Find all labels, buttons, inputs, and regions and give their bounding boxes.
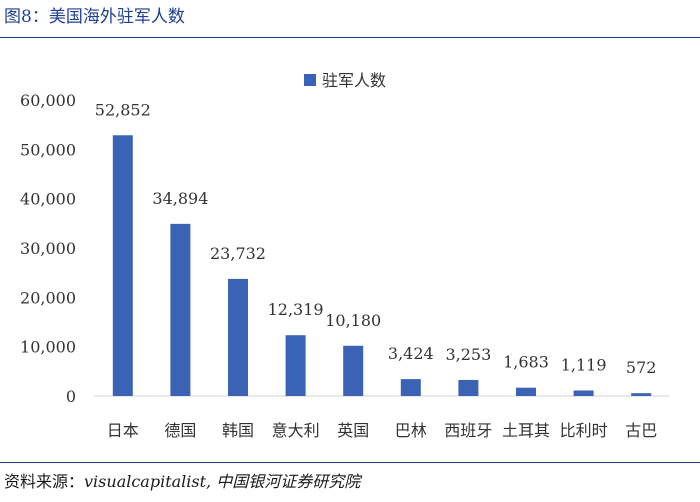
y-tick-label: 50,000 [20,140,76,159]
x-tick-label: 土耳其 [502,421,550,440]
x-tick-label: 比利时 [560,421,608,440]
legend-swatch [304,74,316,86]
bar [631,393,652,396]
x-tick-label: 德国 [164,421,196,440]
bar [170,223,191,396]
x-axis: 日本 德国 韩国 意大利 英国 巴林 西班牙 土耳其 比利时 古巴 [107,421,657,440]
figure-title: 图8：美国海外驻军人数 [4,7,185,27]
data-label: 23,732 [210,244,266,263]
data-label: 3,424 [388,344,434,363]
x-tick-label: 英国 [337,421,369,440]
source-note: 资料来源：visualcapitalist, 中国银河证券研究院 [4,468,360,496]
bar [458,379,479,396]
y-tick-label: 60,000 [20,91,76,110]
legend-label: 驻军人数 [322,71,386,90]
x-tick-label: 巴林 [395,421,427,440]
title-divider [0,37,700,38]
bar [228,278,248,396]
x-tick-label: 韩国 [222,421,254,440]
bar [573,390,594,396]
x-tick-label: 日本 [107,421,139,440]
bar [343,345,364,396]
bar [285,335,306,396]
data-label: 3,253 [445,345,491,364]
y-tick-label: 20,000 [20,288,76,307]
data-label: 1,119 [561,355,607,374]
data-label: 12,319 [268,300,324,319]
y-tick-label: 30,000 [20,239,76,258]
data-label: 52,852 [95,100,151,119]
bar-chart: 驻军人数 0 10,000 20,000 30,000 40,000 50,000 60,0… [20,71,670,440]
y-tick-label: 0 [66,387,76,406]
y-axis: 0 10,000 20,000 30,000 40,000 50,000 60,000 [20,91,76,406]
y-tick-label: 40,000 [20,190,76,209]
bar [112,135,133,396]
bars [112,135,652,396]
data-label: 1,683 [503,353,549,372]
bar [516,387,536,396]
bar [400,379,421,396]
source-divider [0,462,700,463]
x-tick-label: 古巴 [625,421,657,440]
chart-legend: 驻军人数 [304,71,386,90]
data-label: 10,180 [325,311,381,330]
source-text: visualcapitalist, 中国银河证券研究院 [84,472,361,491]
data-label: 34,894 [152,189,208,208]
y-tick-label: 10,000 [20,338,76,357]
source-label: 资料来源： [4,472,85,491]
x-tick-label: 西班牙 [444,421,492,440]
x-tick-label: 意大利 [272,421,320,440]
data-label: 572 [626,358,657,377]
